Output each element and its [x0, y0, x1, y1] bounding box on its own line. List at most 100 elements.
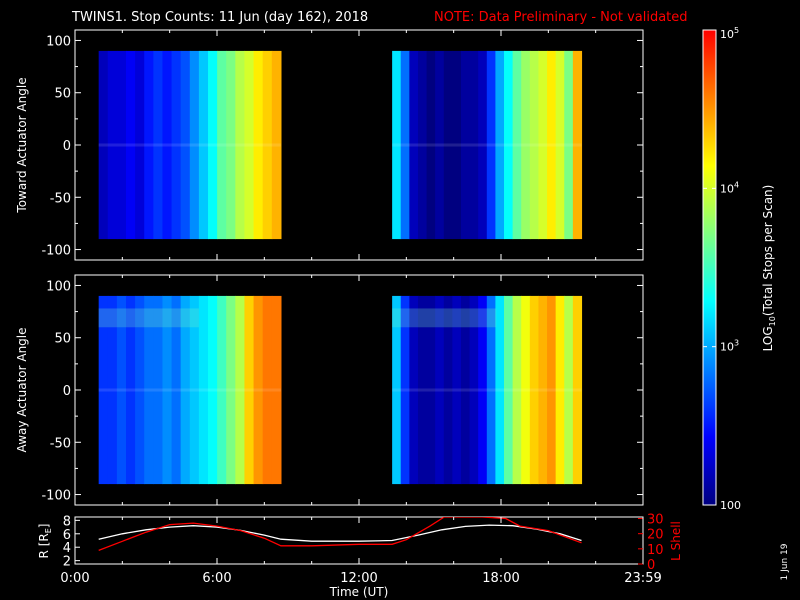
heatmap-cell: [244, 50, 255, 240]
heatmap-cell: [262, 295, 273, 485]
heatmap-cell: [171, 50, 182, 240]
y-tick-label: -50: [50, 436, 71, 451]
y-tick-label: 0: [63, 139, 71, 154]
heatmap-cell: [478, 295, 488, 485]
heatmap-cell: [504, 295, 514, 485]
heatmap-cell: [469, 295, 479, 485]
zero-angle-band: [98, 388, 281, 392]
upper-angle-band: [392, 308, 497, 328]
heatmap-cell: [244, 295, 255, 485]
heatmap-cell: [271, 50, 282, 240]
heatmap-cell: [235, 50, 246, 240]
heatmap-cell: [217, 50, 227, 240]
away-ylabel: Away Actuator Angle: [15, 327, 29, 452]
heatmap-cell: [521, 50, 531, 240]
heatmap-cell: [226, 295, 236, 485]
r-tick-label: 4: [63, 541, 71, 556]
heatmap-cell: [271, 295, 282, 485]
heatmap-cell: [226, 50, 236, 240]
heatmap-cell: [486, 295, 497, 485]
heatmap-cell: [107, 295, 118, 485]
heatmap-cell: [547, 50, 557, 240]
side-date: 1 Jun 19: [780, 543, 790, 580]
heatmap-cell: [538, 50, 548, 240]
r-tick-label: 2: [63, 555, 71, 570]
heatmap-cell: [180, 295, 191, 485]
r-axis-label: R [RE]: [37, 524, 53, 559]
lshell-tick-label: 10: [647, 543, 664, 558]
heatmap-cell: [547, 295, 557, 485]
away-angle-panel: -100 -50 0 50 100 Away Actuator Angle: [15, 274, 644, 506]
heatmap-cell: [529, 50, 540, 240]
time-tick-label: 6:00: [202, 571, 231, 586]
heatmap-cell: [555, 295, 565, 485]
heatmap-cell: [452, 295, 462, 485]
heatmap-cell: [435, 50, 445, 240]
y-tick-label: 100: [46, 279, 71, 294]
lshell-tick-label: 30: [647, 513, 664, 528]
heatmap-cell: [555, 50, 565, 240]
heatmap-cell: [512, 295, 522, 485]
lshell-axis-label: L Shell: [669, 521, 683, 561]
upper-angle-band: [98, 308, 199, 328]
heatmap-cell: [572, 50, 583, 240]
heatmap-cell: [400, 50, 410, 240]
heatmap-cell: [564, 50, 574, 240]
lshell-series-line: [98, 517, 582, 552]
r-series-line: [98, 524, 582, 542]
heatmap-cell: [417, 295, 428, 485]
heatmap-cell: [495, 295, 505, 485]
toward-angle-panel: -100 -50 0 50 100 Toward Actuator Angle: [15, 29, 644, 261]
time-tick-label: 23:59: [624, 571, 661, 586]
y-tick-label: 0: [63, 384, 71, 399]
heatmap-cell: [107, 50, 118, 240]
y-tick-label: 50: [54, 87, 71, 102]
heatmap-cell: [486, 50, 497, 240]
colorbar: 105 104 103 100 LOG10(Total Stops per Scan): [702, 26, 777, 512]
heatmap-cell: [409, 295, 419, 485]
colorbar-tick-label: 104: [720, 180, 739, 195]
zero-angle-band: [392, 388, 582, 392]
toward-ylabel: Toward Actuator Angle: [15, 77, 29, 213]
heatmap-cell: [253, 50, 264, 240]
heatmap-cell: [262, 50, 273, 240]
heatmap-cell: [171, 295, 182, 485]
preliminary-note: NOTE: Data Preliminary - Not validated: [434, 10, 688, 25]
heatmap-cell: [392, 50, 402, 240]
heatmap-cell: [452, 50, 462, 240]
heatmap-cell: [98, 295, 109, 485]
colorbar-tick-label: 100: [720, 499, 741, 512]
heatmap-cell: [460, 50, 471, 240]
heatmap-cell: [460, 295, 471, 485]
heatmap-cell: [135, 50, 145, 240]
heatmap-cell: [392, 295, 402, 485]
colorbar-tick-label: 105: [720, 26, 739, 41]
heatmap-cell: [426, 295, 436, 485]
heatmap-cell: [162, 50, 173, 240]
heatmap-cell: [521, 295, 531, 485]
time-tick-label: 18:00: [482, 571, 519, 586]
time-tick-label: 12:00: [340, 571, 377, 586]
heatmap-cell: [180, 50, 191, 240]
heatmap-cell: [189, 295, 200, 485]
heatmap-cell: [564, 295, 574, 485]
heatmap-cell: [400, 295, 410, 485]
heatmap-cell: [189, 50, 200, 240]
heatmap-cell: [198, 50, 209, 240]
heatmap-cell: [208, 295, 218, 485]
y-tick-label: -50: [50, 191, 71, 206]
plot-title: TWINS1. Stop Counts: 11 Jun (day 162), 2…: [71, 10, 368, 25]
lshell-tick-label: 20: [647, 528, 664, 543]
heatmap-cell: [162, 295, 173, 485]
heatmap-cell: [217, 295, 227, 485]
zero-angle-band: [392, 143, 582, 147]
heatmap-cell: [538, 295, 548, 485]
heatmap-cell: [208, 50, 218, 240]
heatmap-cell: [198, 295, 209, 485]
r-tick-label: 6: [63, 528, 71, 543]
heatmap-cell: [153, 50, 164, 240]
time-axis-label: Time (UT): [329, 585, 389, 599]
heatmap-cell: [572, 295, 583, 485]
